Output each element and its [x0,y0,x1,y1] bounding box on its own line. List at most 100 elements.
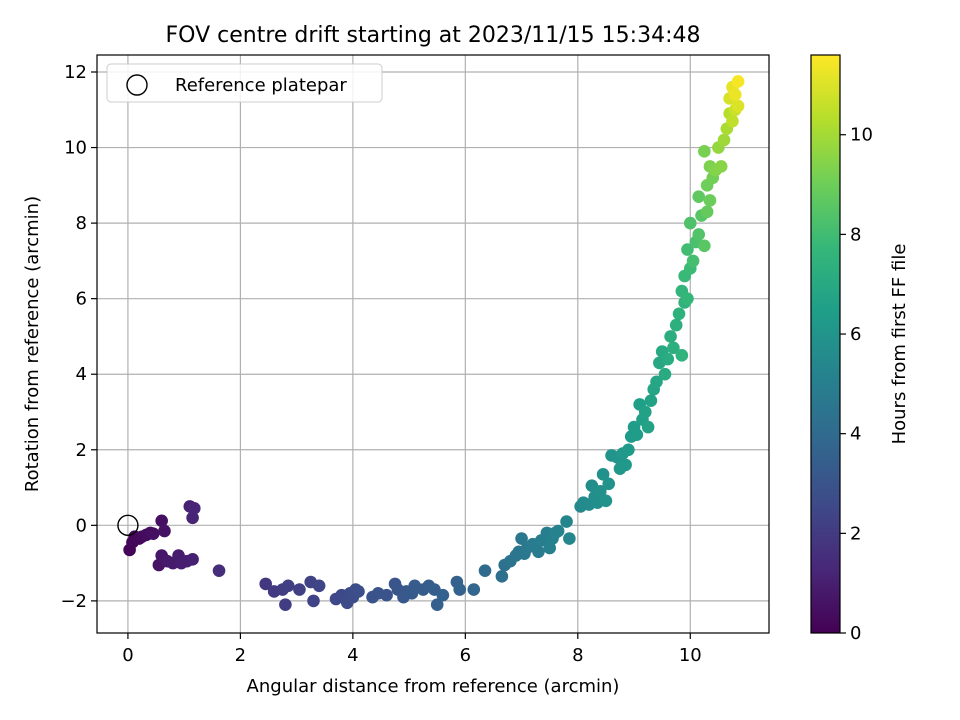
data-point [158,524,171,538]
data-point [726,114,739,128]
data-point [700,205,714,219]
data-point [698,239,711,253]
data-point [667,341,680,355]
data-point [728,88,742,101]
colorbar-gradient [811,55,840,633]
data-point [692,228,706,241]
y-axis-label: Rotation from reference (arcmin) [22,196,43,492]
y-axis-ticks: −2 0 2 4 6 8 10 12 [60,62,97,612]
data-point [186,511,199,525]
data-point [212,564,226,577]
data-point [155,514,168,528]
data-point [672,307,686,321]
x-tick-label: 4 [347,645,358,666]
data-point [717,133,731,147]
data-point [619,458,632,472]
data-point [683,216,697,230]
x-axis-label: Angular distance from reference (arcmin) [247,676,620,697]
grid-lines [97,55,769,633]
data-point [543,541,556,555]
data-point [703,194,717,207]
x-tick-label: 2 [235,645,246,666]
data-point [532,545,545,559]
data-point [638,405,652,419]
y-tick-label: −2 [60,591,87,612]
colorbar-label: Hours from first FF file [889,244,910,445]
colorbar-tick-label: 2 [850,523,861,544]
data-point [430,598,444,611]
data-point [259,577,273,591]
data-point [515,532,528,545]
plot-frame [96,54,770,634]
colorbar-frame [810,54,841,634]
data-point [644,394,658,407]
data-point [641,420,655,434]
data-point [187,502,201,515]
data-point [658,367,672,381]
colorbar: 0 2 4 6 8 10 Hours from first FF file [810,54,910,644]
data-point [650,375,663,389]
data-point [669,318,683,332]
colorbar-tick-label: 10 [850,125,873,146]
data-point [593,485,607,498]
x-tick-label: 8 [572,645,583,666]
data-point [312,579,326,593]
colorbar-tick-label: 6 [850,324,861,345]
data-point [478,564,492,577]
legend-box [106,63,383,103]
y-tick-label: 0 [76,515,87,536]
reference-platepar-point [117,514,139,537]
x-tick-label: 0 [122,645,133,666]
data-point [560,515,573,528]
y-tick-label: 2 [76,440,87,461]
data-point [352,585,365,598]
data-point [453,583,467,596]
colorbar-ticks: 0 2 4 6 8 10 [840,125,873,644]
reference-marker [117,514,139,537]
chart-title: FOV centre drift starting at 2023/11/15 … [166,23,701,48]
data-point [596,468,610,481]
data-point [186,553,199,566]
data-point [622,443,635,457]
colorbar-tick-label: 4 [850,424,861,445]
legend-entry-label: Reference platepar [175,75,347,96]
data-point [630,428,644,441]
colorbar-tick-label: 8 [850,224,861,245]
data-point [661,352,675,366]
data-point [681,243,694,256]
x-axis-ticks: 0 2 4 6 8 10 [122,633,702,666]
data-point [686,254,700,268]
x-tick-label: 10 [679,645,702,666]
data-point [664,330,677,343]
data-point [380,588,393,602]
data-point [293,583,306,596]
scatter-points [123,75,745,611]
legend-marker-open-circle [126,74,148,96]
legend: Reference platepar [106,63,383,103]
data-point [698,145,711,158]
data-point [436,588,450,602]
y-tick-label: 8 [76,213,87,234]
data-point [495,570,509,583]
data-point [307,594,320,608]
y-tick-label: 12 [64,62,87,83]
data-point [681,292,694,305]
x-tick-label: 6 [460,645,471,666]
y-tick-label: 6 [76,289,87,310]
data-point [279,598,292,611]
data-point [692,190,706,203]
data-point [281,579,295,593]
data-point [551,524,565,538]
data-point [714,160,728,173]
data-point [731,99,745,113]
data-point [675,349,689,362]
data-point [467,583,481,596]
colorbar-tick-label: 0 [850,623,861,644]
data-point [146,527,160,540]
y-tick-label: 10 [64,138,87,159]
data-point [731,75,745,88]
data-point [602,477,616,491]
y-tick-label: 4 [76,364,87,385]
data-point [563,532,576,545]
